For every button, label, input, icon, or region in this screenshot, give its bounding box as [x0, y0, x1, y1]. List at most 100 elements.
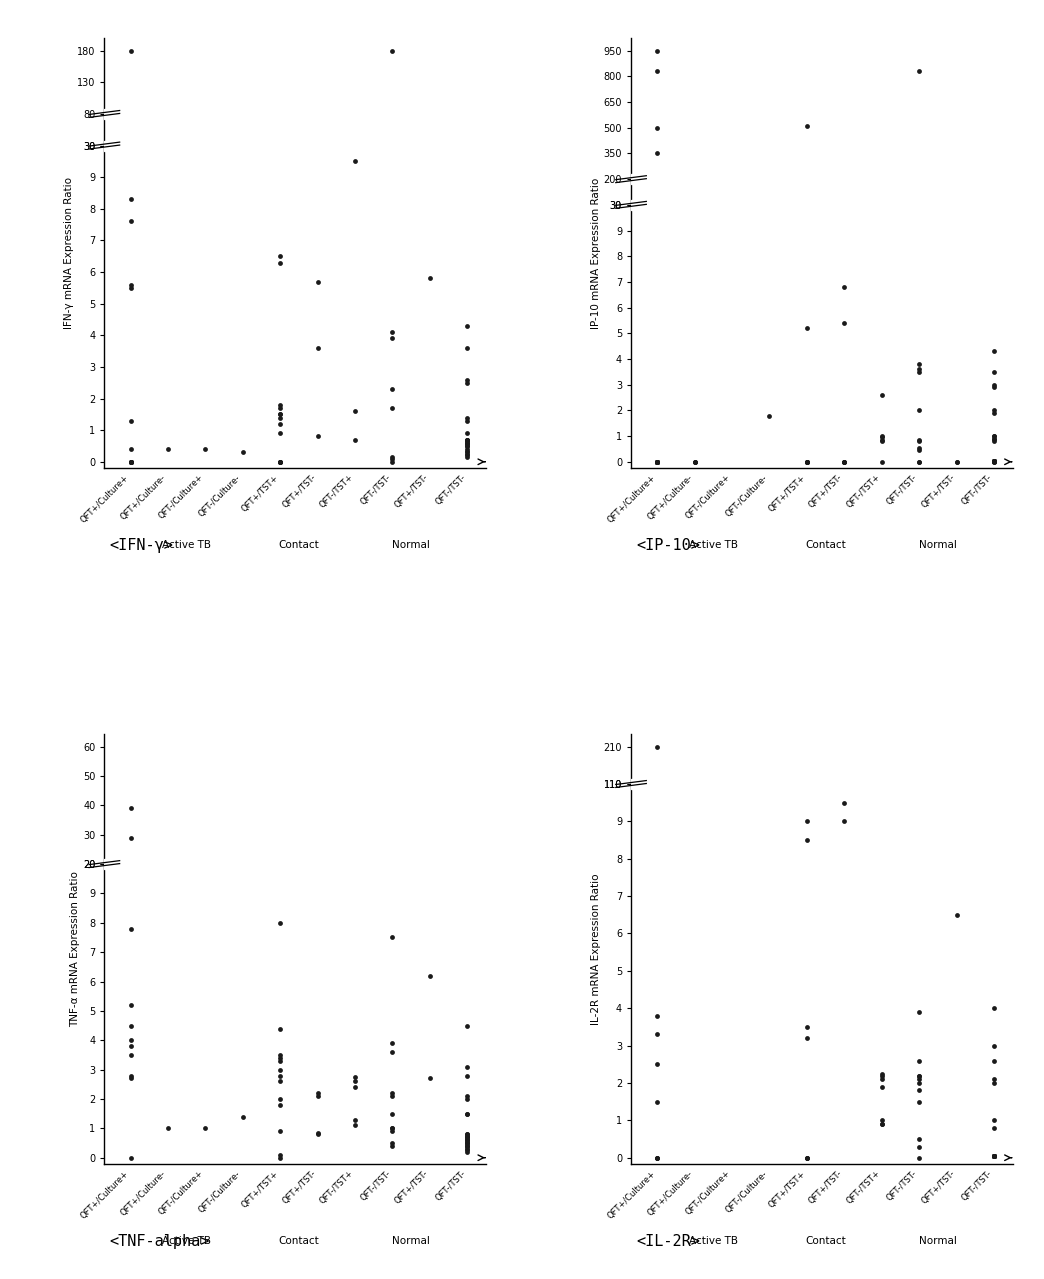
Point: [649, 1147, 666, 1168]
Point: [459, 430, 476, 450]
Point: [874, 1065, 891, 1086]
Point: [874, 1110, 891, 1131]
Point: [122, 451, 139, 472]
Point: [235, 1106, 252, 1127]
Point: [271, 451, 288, 472]
Point: [122, 1030, 139, 1050]
Point: [986, 450, 1002, 471]
Point: [836, 313, 853, 334]
Point: [799, 1017, 815, 1037]
Point: [836, 451, 853, 472]
Point: [986, 450, 1002, 471]
Point: [459, 1138, 476, 1159]
Point: [309, 426, 326, 446]
Point: [986, 1146, 1002, 1166]
Point: [271, 1018, 288, 1039]
Point: [836, 276, 853, 297]
Point: [384, 446, 401, 467]
Point: [874, 426, 891, 446]
Point: [686, 451, 703, 472]
Point: [836, 774, 853, 794]
Text: Normal: Normal: [393, 1236, 430, 1246]
Point: [799, 451, 815, 472]
Bar: [631, 200, 1013, 210]
Bar: [631, 174, 1013, 184]
Point: [271, 451, 288, 472]
Point: [384, 41, 401, 61]
Point: [910, 1081, 927, 1101]
Point: [874, 430, 891, 450]
Point: [384, 451, 401, 472]
Text: Contact: Contact: [805, 540, 846, 550]
Point: [122, 1045, 139, 1065]
Point: [986, 1146, 1002, 1166]
Point: [459, 423, 476, 444]
Point: [986, 450, 1002, 471]
Point: [986, 450, 1002, 471]
Point: [271, 1065, 288, 1086]
Point: [874, 385, 891, 405]
Point: [122, 451, 139, 472]
Point: [986, 450, 1002, 471]
Point: [271, 451, 288, 472]
Text: Active TB: Active TB: [689, 540, 738, 550]
Point: [459, 445, 476, 466]
Point: [459, 411, 476, 431]
Point: [649, 169, 666, 189]
Point: [347, 1067, 363, 1087]
Point: [459, 436, 476, 457]
Point: [122, 211, 139, 231]
Point: [122, 275, 139, 295]
Point: [910, 359, 927, 380]
Point: [986, 1146, 1002, 1166]
Point: [874, 1114, 891, 1134]
Point: [459, 1129, 476, 1150]
Point: [122, 918, 139, 939]
Point: [422, 966, 438, 986]
Point: [874, 427, 891, 448]
Point: [271, 404, 288, 425]
Point: [986, 998, 1002, 1018]
Point: [347, 1109, 363, 1129]
Point: [986, 426, 1002, 446]
Point: [649, 1054, 666, 1074]
Point: [910, 451, 927, 472]
Point: [910, 440, 927, 460]
Point: [649, 1147, 666, 1168]
Point: [910, 354, 927, 375]
Text: <TNF-alpha>: <TNF-alpha>: [110, 1234, 210, 1250]
Point: [459, 1129, 476, 1150]
Point: [271, 1122, 288, 1142]
Point: [649, 451, 666, 472]
Point: [271, 423, 288, 444]
Point: [384, 398, 401, 418]
Point: [986, 400, 1002, 421]
Point: [910, 61, 927, 82]
Point: [271, 404, 288, 425]
Y-axis label: IFN-γ mRNA Expression Ratio: IFN-γ mRNA Expression Ratio: [65, 178, 74, 329]
Point: [271, 451, 288, 472]
Point: [910, 1136, 927, 1156]
Point: [986, 1146, 1002, 1166]
Point: [271, 413, 288, 434]
Point: [347, 400, 363, 421]
Point: [459, 430, 476, 450]
Point: [459, 372, 476, 393]
Bar: [104, 859, 487, 868]
Point: [649, 1005, 666, 1026]
Point: [384, 1133, 401, 1154]
Point: [910, 1065, 927, 1086]
Point: [986, 1146, 1002, 1166]
Point: [347, 1115, 363, 1136]
Text: Contact: Contact: [805, 1236, 846, 1246]
Point: [986, 1146, 1002, 1166]
Point: [459, 443, 476, 463]
Point: [459, 1127, 476, 1147]
Point: [948, 451, 965, 472]
Point: [197, 439, 214, 459]
Point: [271, 451, 288, 472]
Point: [649, 451, 666, 472]
Point: [910, 400, 927, 421]
Point: [459, 1104, 476, 1124]
Point: [271, 1147, 288, 1168]
